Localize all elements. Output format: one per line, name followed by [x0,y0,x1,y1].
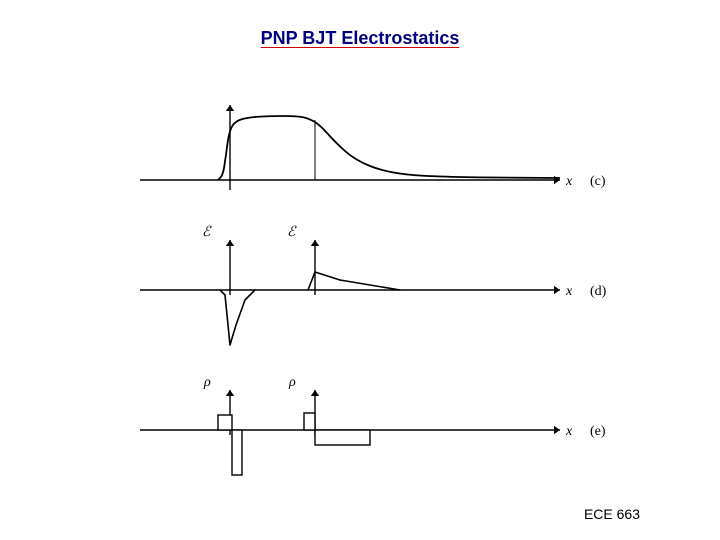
diagram-stage: x (c) ℰ ℰx (d) ρ ρ x (e) [110,90,610,480]
electrostatics-svg: x (c) ℰ ℰx (d) ρ ρ x (e) [110,90,610,480]
svg-text:x: x [565,284,573,299]
page-title: PNP BJT Electrostatics [0,28,720,49]
svg-text:(d): (d) [590,284,607,299]
svg-text:ℰ: ℰ [287,225,297,240]
svg-text:x: x [565,174,573,189]
course-code: ECE 663 [584,506,640,522]
svg-text:(e): (e) [590,424,606,439]
svg-text:(c): (c) [590,174,606,189]
svg-text:ℰ: ℰ [202,225,212,240]
svg-text:ρ: ρ [288,375,296,390]
svg-text:ρ: ρ [203,375,211,390]
svg-text:x: x [565,424,573,439]
